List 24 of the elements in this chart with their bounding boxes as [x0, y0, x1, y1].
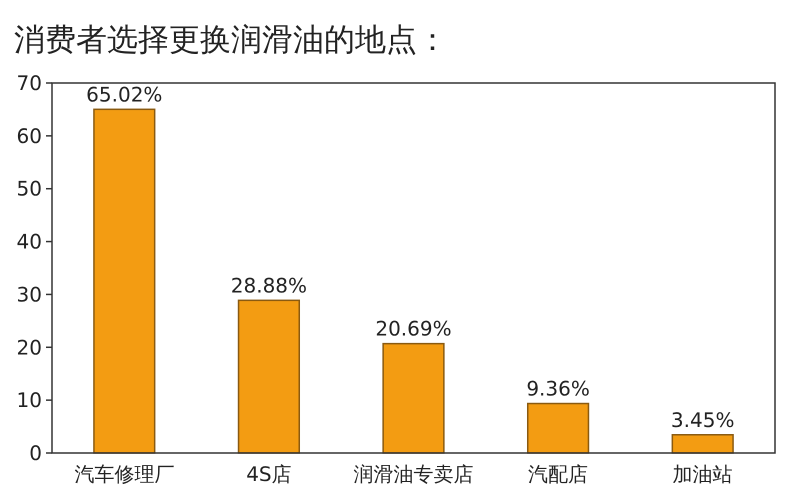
data-label: 3.45%: [670, 408, 734, 432]
chart-title: 消费者选择更换润滑油的地点：: [14, 22, 448, 58]
x-tick-label: 4S店: [246, 462, 292, 486]
data-label: 20.69%: [375, 316, 452, 341]
y-tick-label: 40: [16, 230, 42, 254]
data-label: 65.02%: [86, 82, 162, 106]
x-tick-label: 汽配店: [528, 462, 588, 486]
y-tick-label: 20: [16, 335, 42, 360]
data-label: 9.36%: [526, 376, 590, 401]
x-tick-label: 加油站: [672, 462, 733, 486]
y-tick-label: 70: [16, 71, 42, 95]
bar: [93, 108, 156, 454]
data-label: 28.88%: [230, 273, 308, 298]
y-tick-label: 60: [16, 124, 42, 148]
y-tick-label: 30: [16, 282, 42, 306]
bar: [526, 402, 590, 454]
bar: [672, 434, 734, 454]
bar: [238, 300, 300, 454]
x-tick-label: 润滑油专卖店: [354, 462, 474, 486]
x-tick-label: 汽车修理厂: [74, 462, 174, 486]
y-tick-label: 0: [29, 441, 42, 465]
bar: [382, 342, 445, 454]
y-tick-label: 50: [16, 176, 42, 201]
y-tick-label: 10: [16, 388, 42, 412]
